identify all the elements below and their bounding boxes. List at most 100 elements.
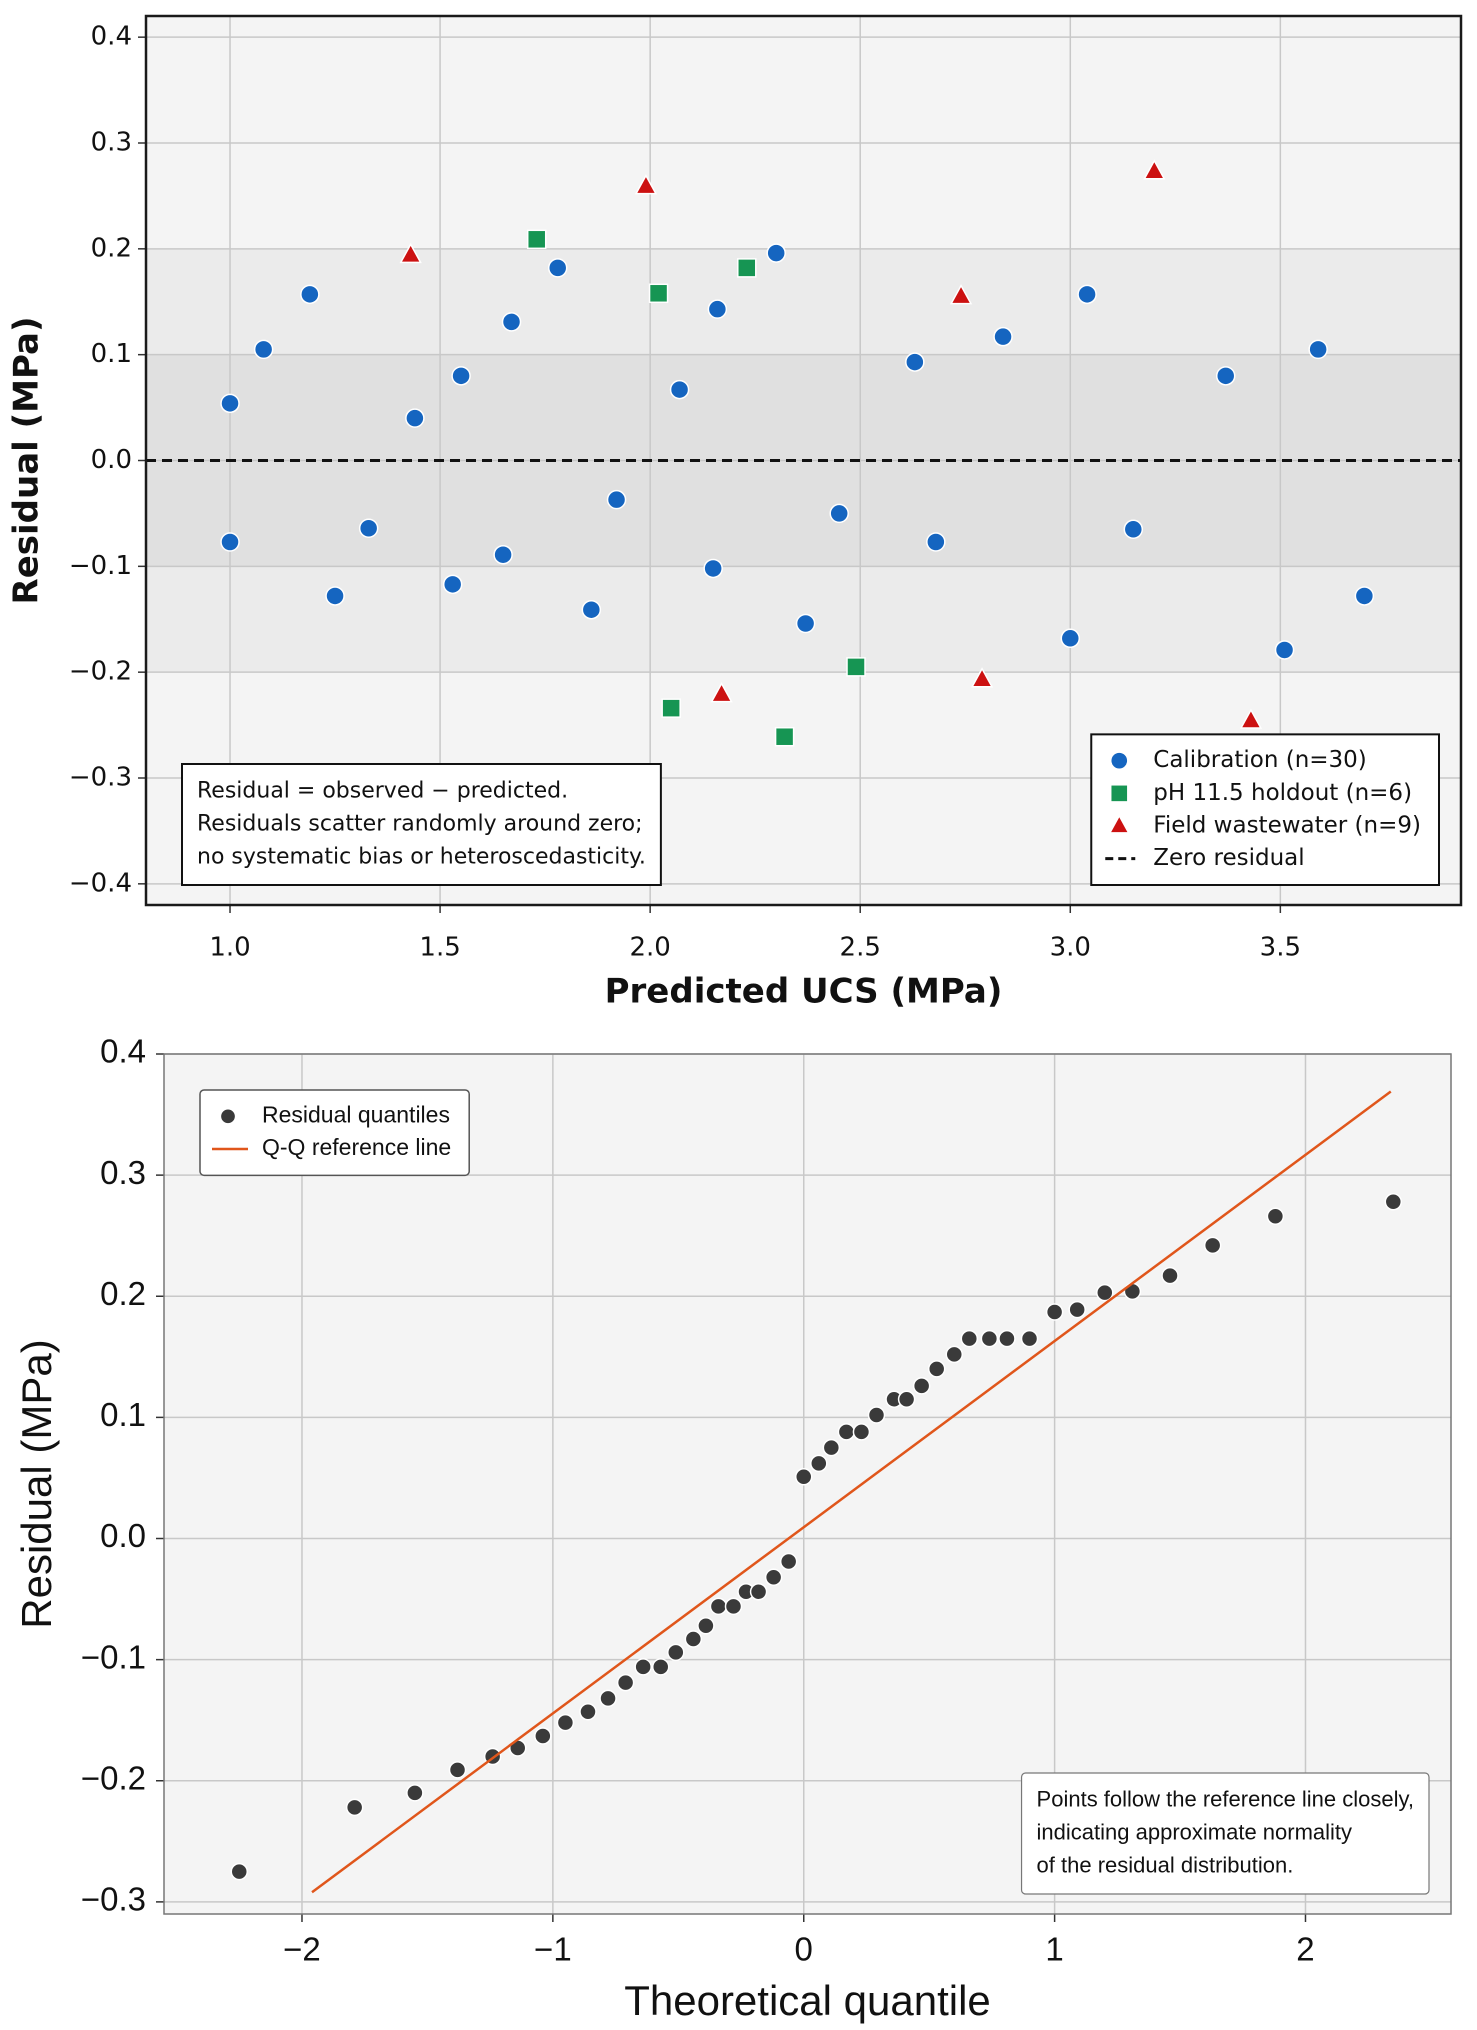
- point: [581, 599, 602, 620]
- point: [405, 408, 425, 428]
- y-axis-label: Residual (MPa): [13, 1339, 60, 1628]
- point: [648, 283, 669, 304]
- y-tick-label: 0.4: [100, 1033, 146, 1070]
- point: [667, 1643, 685, 1662]
- y-tick-label: 0.2: [100, 1275, 146, 1312]
- point: [1077, 284, 1097, 305]
- point: [1354, 586, 1375, 606]
- y-tick-label: −0.4: [69, 868, 132, 898]
- point: [774, 726, 795, 747]
- y-tick-label: 0.1: [100, 1396, 146, 1433]
- point: [829, 503, 849, 524]
- point: [1274, 640, 1295, 660]
- point: [1266, 1207, 1285, 1226]
- point: [1203, 1236, 1222, 1255]
- point: [1068, 1300, 1086, 1319]
- reference-line: [311, 1090, 1392, 1894]
- legend: Calibration (n=30) pH 11.5 holdout (n=6) F…: [1090, 733, 1440, 886]
- x-tick-label: 1.5: [419, 933, 460, 963]
- point: [707, 299, 728, 319]
- point: [661, 698, 681, 718]
- legend-box: [1090, 733, 1440, 886]
- x-tick-label: 3.0: [1050, 933, 1091, 963]
- annotation-text: no systematic bias or heteroscedasticity…: [197, 845, 646, 870]
- point: [810, 1454, 828, 1473]
- point: [448, 1761, 467, 1779]
- annotation: Residual = observed − predicted. Residual…: [181, 763, 662, 886]
- point: [526, 229, 547, 250]
- x-axis-label: Theoretical quantile: [624, 1977, 991, 2024]
- point: [980, 1329, 999, 1348]
- y-tick-label: 0.1: [91, 339, 132, 369]
- y-tick-label: 0.4: [91, 22, 132, 52]
- point: [945, 1345, 964, 1364]
- chart: −2 −1 0 1 2 −0.3 −0.2 −0.1 0.0 0.1 0.2 0.3 0.4 Theore…: [13, 1033, 1452, 2024]
- point: [927, 1360, 946, 1378]
- point: [710, 682, 733, 703]
- legend-box: [199, 1089, 470, 1177]
- point: [1239, 708, 1263, 729]
- point: [993, 326, 1013, 347]
- y-tick-label: −0.3: [81, 1881, 146, 1918]
- annotation-text: Residuals scatter randomly around zero;: [197, 812, 643, 837]
- point: [1308, 339, 1328, 360]
- y-tick-label: 0.3: [100, 1154, 146, 1191]
- point: [253, 339, 274, 360]
- legend-label: Calibration (n=30): [1153, 747, 1367, 773]
- point: [766, 243, 786, 263]
- point: [1384, 1193, 1403, 1211]
- legend-label: pH 11.5 holdout (n=6): [1153, 780, 1412, 806]
- annotation-text: of the residual distribution.: [1037, 1852, 1294, 1877]
- y-tick-label: −0.1: [69, 551, 132, 581]
- point: [897, 1390, 916, 1408]
- y-axis-label: Residual (MPa): [7, 317, 47, 605]
- y-tick-label: −0.1: [81, 1638, 146, 1675]
- chart: 1.0 1.5 2.0 2.5 3.0 3.5 −0.4 −0.3 −0.2 −0.1 0.0 0.1…: [7, 14, 1463, 1012]
- point: [949, 284, 973, 305]
- x-axis-label: Predicted UCS (MPa): [605, 972, 1003, 1012]
- point: [912, 1377, 931, 1395]
- point: [220, 532, 240, 552]
- point: [451, 366, 471, 386]
- x-tick-label: −1: [534, 1931, 572, 1968]
- plot-frame: [163, 1053, 1452, 1915]
- point: [230, 1862, 249, 1881]
- point: [697, 1616, 715, 1635]
- point: [358, 518, 379, 538]
- point: [724, 1597, 743, 1616]
- point: [779, 1552, 798, 1571]
- point: [325, 586, 345, 606]
- x-tick-label: 0: [795, 1931, 813, 1968]
- point: [556, 1713, 575, 1732]
- point: [852, 1423, 871, 1441]
- annotation-text: indicating approximate normality: [1037, 1819, 1353, 1844]
- legend: Residual quantiles Q-Q reference line: [199, 1089, 470, 1177]
- point: [846, 657, 866, 677]
- point: [1161, 1266, 1179, 1285]
- point: [1215, 366, 1236, 386]
- point: [669, 379, 690, 400]
- point: [1143, 159, 1166, 180]
- x-tick-label: 2.0: [629, 933, 670, 963]
- x-tick-label: 1.0: [209, 933, 250, 963]
- y-tick-label: −0.2: [81, 1759, 146, 1796]
- point: [794, 1467, 813, 1486]
- x-tick-label: 2.5: [840, 933, 881, 963]
- point: [345, 1798, 364, 1817]
- point: [399, 242, 422, 264]
- point: [795, 613, 816, 634]
- legend-label: Residual quantiles: [262, 1101, 450, 1127]
- legend-label: Field wastewater (n=9): [1153, 813, 1421, 839]
- point: [749, 1583, 768, 1601]
- legend-swatch: [1108, 814, 1130, 834]
- point: [634, 174, 658, 195]
- point: [534, 1727, 552, 1745]
- point: [1020, 1329, 1039, 1348]
- annotation-text: Residual = observed − predicted.: [197, 779, 568, 804]
- point: [651, 1658, 670, 1676]
- point: [616, 1673, 635, 1692]
- point: [970, 667, 994, 688]
- legend-label: Q-Q reference line: [262, 1134, 451, 1160]
- annotation-box: [181, 763, 662, 886]
- y-tick-label: 0.0: [91, 445, 132, 475]
